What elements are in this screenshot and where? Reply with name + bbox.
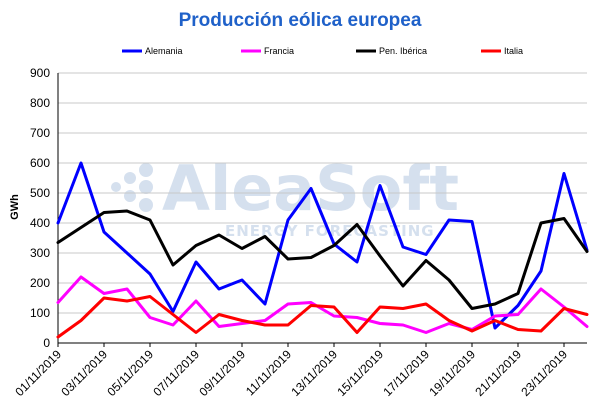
y-tick-label: 600 [30,156,50,170]
x-tick-label: 09/11/2019 [196,347,248,399]
y-tick-label: 0 [43,336,50,350]
x-tick-labels: 01/11/201903/11/201905/11/201907/11/2019… [12,347,570,399]
series-line-0 [56,161,589,330]
y-tick-label: 700 [30,126,50,140]
y-tick-label: 500 [30,186,50,200]
legend-label: Pen. Ibérica [379,46,427,56]
y-tick-label: 800 [30,96,50,110]
watermark-logo-dots [111,163,153,212]
y-tick-label: 100 [30,306,50,320]
x-tick-label: 03/11/2019 [58,347,110,399]
y-tick-label: 200 [30,276,50,290]
y-tick-label: 300 [30,246,50,260]
x-tick-label: 23/11/2019 [518,347,570,399]
x-tick-label: 19/11/2019 [426,347,478,399]
x-tick-label: 17/11/2019 [380,347,432,399]
y-axis-label: GWh [9,194,21,220]
axes [57,73,587,347]
x-tick-label: 15/11/2019 [334,347,386,399]
x-tick-label: 21/11/2019 [472,347,524,399]
y-tick-label: 900 [30,66,50,80]
x-tick-label: 07/11/2019 [150,347,202,399]
legend: Alemania Francia Pen. Ibérica Italia [122,46,523,56]
y-tick-label: 400 [30,216,50,230]
series-group [56,161,589,339]
legend-label: Alemania [145,46,183,56]
x-tick-label: 01/11/2019 [12,347,64,399]
x-tick-label: 13/11/2019 [288,347,340,399]
series-line-1 [56,275,589,334]
legend-label: Francia [264,46,294,56]
grid [58,72,587,314]
x-tick-label: 11/11/2019 [243,347,294,398]
legend-label: Italia [504,46,523,56]
series-line-3 [56,295,589,339]
x-tick-label: 05/11/2019 [104,347,156,399]
series-line-2 [56,209,589,310]
chart-title: Producción eólica europea [179,10,422,31]
y-tick-labels: 0 100 200 300 400 500 600 700 800 900 [30,66,50,350]
